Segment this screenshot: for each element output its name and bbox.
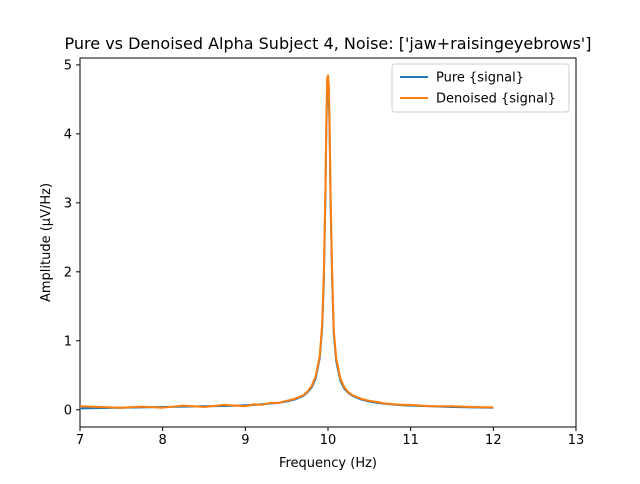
legend: Pure {signal} Denoised {signal} xyxy=(391,63,570,113)
chart-title: Pure vs Denoised Alpha Subject 4, Noise:… xyxy=(65,34,592,53)
series-line-denoised xyxy=(79,74,494,409)
y-axis-label: Amplitude (μV/Hz) xyxy=(39,183,54,302)
x-tick-layer: 7 8 9 10 11 12 13 xyxy=(76,427,584,448)
y-tick-label: 1 xyxy=(64,334,72,349)
y-tick-label: 0 xyxy=(64,403,72,418)
plot-frame xyxy=(79,57,577,428)
x-tick-label: 8 xyxy=(159,433,167,448)
x-tick-label: 13 xyxy=(568,433,585,448)
y-tick-label: 2 xyxy=(64,265,72,280)
x-tick-label: 10 xyxy=(320,433,337,448)
x-axis-label: Frequency (Hz) xyxy=(279,456,377,471)
y-tick-layer: 0 1 2 3 4 5 xyxy=(64,58,80,418)
x-tick-label: 12 xyxy=(485,433,502,448)
legend-label-pure: Pure {signal} xyxy=(436,71,524,86)
x-tick-label: 9 xyxy=(241,433,249,448)
legend-label-denoised: Denoised {signal} xyxy=(436,92,556,107)
y-tick-label: 4 xyxy=(64,127,72,142)
y-tick-label: 3 xyxy=(64,196,72,211)
x-tick-label: 11 xyxy=(402,433,419,448)
y-tick-label: 5 xyxy=(64,58,72,73)
x-tick-label: 7 xyxy=(76,433,84,448)
series-layer xyxy=(79,74,494,410)
legend-box xyxy=(391,63,570,113)
